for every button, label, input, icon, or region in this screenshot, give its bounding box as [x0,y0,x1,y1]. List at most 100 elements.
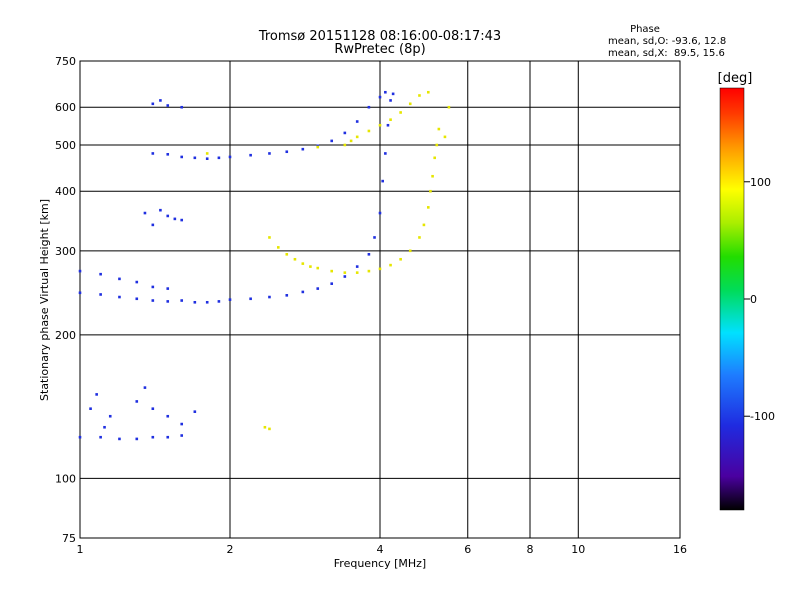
data-point [166,414,170,418]
data-point [422,223,426,227]
data-point [159,99,162,102]
data-point [151,102,155,106]
data-point [95,393,98,396]
data-point [99,293,102,296]
x-axis-ticks: 1 2 4 6 8 10 16 [77,543,688,556]
data-point [166,287,170,290]
data-point [180,299,184,302]
x-tick-label: 8 [527,543,534,556]
grid-lines [80,61,680,538]
data-point [355,135,359,139]
data-point [151,152,155,155]
y-tick-label: 600 [55,101,76,114]
data-point [355,120,359,123]
data-point [78,269,82,273]
x-axis-label: Frequency [MHz] [334,557,426,570]
y-axis-ticks: 75 100 200 300 400 500 600 750 [55,55,76,545]
x-tick-label: 4 [377,543,384,556]
data-point [381,179,384,183]
data-point [135,280,139,284]
data-point [151,299,155,302]
data-point [389,263,392,267]
data-point [151,435,155,439]
data-point [78,435,82,439]
y-tick-label: 200 [55,329,76,342]
data-point [205,300,209,304]
data-point [301,262,305,265]
data-point [373,236,376,239]
data-point [309,265,312,268]
data-point [193,410,197,413]
data-point [343,131,347,135]
data-point [99,272,102,276]
data-point [285,252,289,256]
x-tick-label: 2 [227,543,234,556]
data-point [193,156,197,160]
data-point [367,129,371,133]
phase-mean-o: mean, sd,O: -93.6, 12.8 [608,36,726,47]
data-point [386,123,390,127]
data-point [180,434,184,437]
data-point [118,437,121,441]
data-point [228,298,232,301]
data-point [285,150,289,154]
data-point [166,104,170,107]
data-point [180,422,184,426]
colorbar-tick-label: 0 [750,293,757,306]
data-point [301,290,305,294]
data-point [143,211,147,215]
data-point [435,143,439,147]
data-point [378,211,382,215]
data-point [408,102,412,106]
data-point [249,297,252,301]
data-point [301,147,305,151]
data-point [330,139,334,143]
data-point [217,300,221,303]
data-point [293,257,297,261]
colorbar-tick-label: -100 [750,410,775,423]
data-point [118,295,121,299]
data-point [263,425,267,429]
colorbar-unit: [deg] [718,71,753,86]
data-point [384,90,387,94]
data-point [443,135,447,139]
data-point [193,300,197,304]
data-point [418,236,421,239]
data-point [151,285,155,289]
data-point [217,156,221,160]
data-point [367,105,371,109]
data-point [389,99,392,102]
data-point [378,123,382,127]
chart-title: Tromsø 20151128 08:16:00-08:17:43 [258,29,501,44]
data-point [118,277,121,281]
data-point [426,206,430,209]
phase-header: Phase [630,24,660,35]
data-point [431,174,434,178]
data-point [343,143,347,147]
y-tick-label: 100 [55,472,76,485]
data-point [151,223,155,227]
data-point [355,271,359,274]
data-point [205,157,209,160]
data-point [228,155,232,159]
data-point [391,92,395,96]
data-point [343,275,347,278]
data-point [378,267,382,271]
data-point [367,269,371,273]
data-point [426,90,430,94]
data-point [367,252,371,256]
data-point [249,153,252,157]
data-point [316,266,320,270]
data-points [78,90,451,441]
data-point [180,218,184,222]
data-point [78,291,82,295]
data-point [285,294,289,297]
data-point [151,407,155,411]
data-point [135,437,139,441]
data-point [418,94,421,97]
data-point [89,407,92,411]
x-tick-label: 10 [571,543,585,556]
y-tick-label: 500 [55,139,76,152]
data-point [355,265,359,268]
data-point [276,246,280,249]
